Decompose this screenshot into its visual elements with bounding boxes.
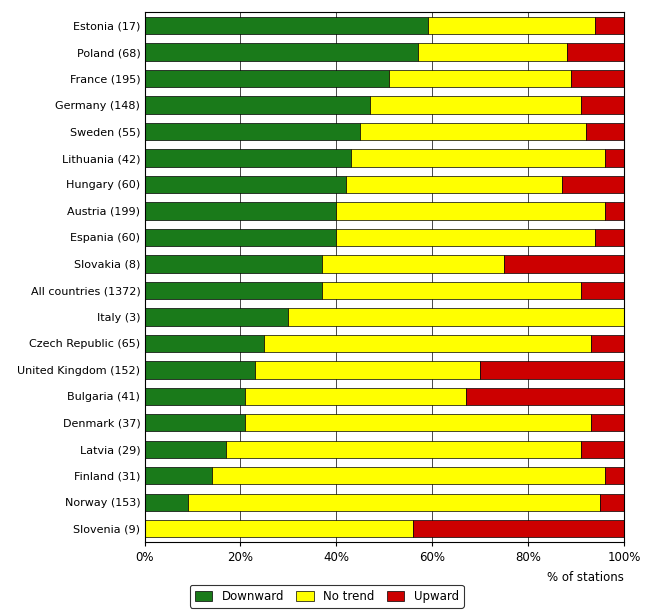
Bar: [581, 97, 624, 113]
Bar: [145, 521, 413, 537]
Bar: [145, 203, 336, 219]
Bar: [566, 44, 624, 60]
Bar: [336, 203, 605, 219]
Bar: [145, 97, 370, 113]
Bar: [145, 282, 322, 299]
Bar: [581, 441, 624, 458]
Bar: [480, 362, 624, 378]
Bar: [212, 468, 605, 484]
Bar: [572, 70, 624, 87]
Bar: [605, 150, 624, 166]
Bar: [360, 123, 586, 140]
Bar: [418, 44, 566, 60]
Bar: [581, 282, 624, 299]
Bar: [145, 335, 264, 352]
Bar: [226, 441, 581, 458]
Bar: [145, 176, 346, 193]
Bar: [245, 388, 466, 405]
Bar: [605, 203, 624, 219]
Bar: [264, 335, 591, 352]
Bar: [389, 70, 572, 87]
Bar: [591, 415, 624, 431]
Bar: [145, 494, 188, 511]
X-axis label: % of stations: % of stations: [547, 571, 624, 584]
Bar: [595, 17, 624, 34]
Bar: [188, 494, 600, 511]
Bar: [145, 229, 336, 246]
Bar: [466, 388, 624, 405]
Bar: [346, 176, 562, 193]
Bar: [145, 441, 226, 458]
Bar: [605, 468, 624, 484]
Bar: [145, 415, 245, 431]
Bar: [595, 229, 624, 246]
Legend: Downward, No trend, Upward: Downward, No trend, Upward: [190, 585, 464, 607]
Bar: [145, 309, 288, 325]
Bar: [370, 97, 581, 113]
Bar: [145, 256, 322, 272]
Bar: [322, 256, 505, 272]
Bar: [145, 468, 212, 484]
Bar: [428, 17, 595, 34]
Bar: [145, 44, 418, 60]
Bar: [255, 362, 480, 378]
Bar: [145, 70, 389, 87]
Bar: [504, 256, 624, 272]
Bar: [145, 388, 245, 405]
Bar: [145, 17, 428, 34]
Bar: [562, 176, 624, 193]
Bar: [600, 494, 624, 511]
Bar: [288, 309, 624, 325]
Bar: [145, 150, 351, 166]
Bar: [245, 415, 591, 431]
Bar: [336, 229, 595, 246]
Bar: [413, 521, 624, 537]
Bar: [591, 335, 624, 352]
Bar: [586, 123, 624, 140]
Bar: [322, 282, 581, 299]
Bar: [145, 123, 360, 140]
Bar: [145, 362, 255, 378]
Bar: [351, 150, 605, 166]
